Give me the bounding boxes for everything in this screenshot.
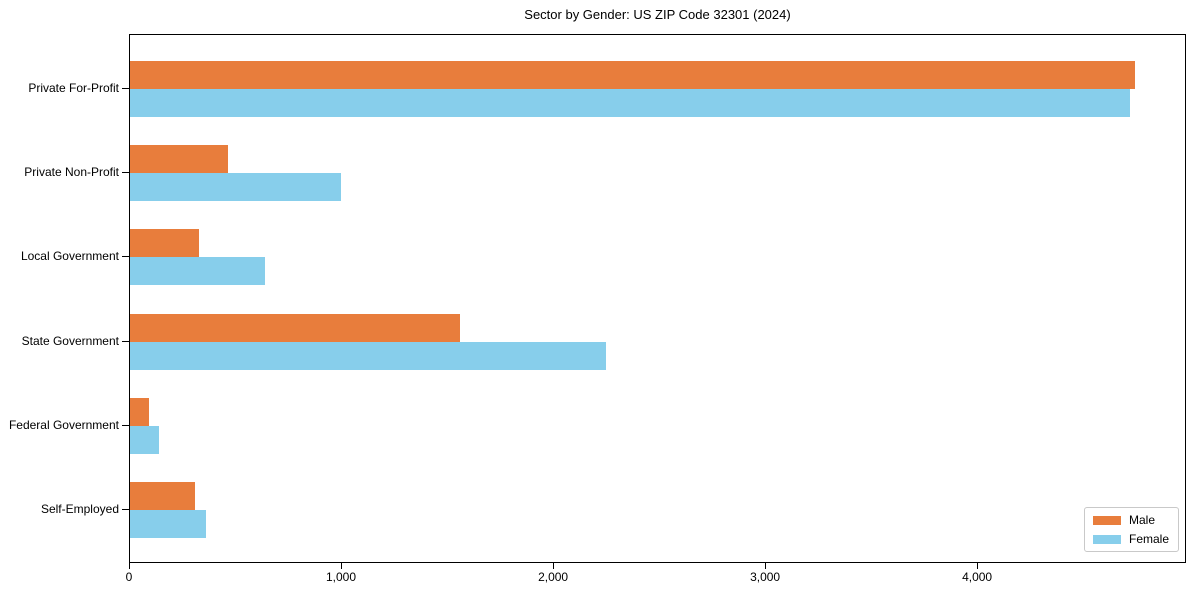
plot-area: Male Female <box>129 34 1186 563</box>
y-tick-self-employed <box>122 509 129 510</box>
bar-female-self-employed <box>130 510 207 538</box>
legend-entry-male: Male <box>1092 513 1169 527</box>
y-tick-local-government <box>122 256 129 258</box>
y-tick-label-private-non-profit: Private Non-Profit <box>24 165 119 180</box>
x-tick-label-2-000: 2,000 <box>538 570 569 584</box>
legend-swatch-male <box>1092 515 1121 525</box>
y-tick-label-private-for-profit: Private For-Profit <box>28 81 119 95</box>
bar-female-local-government <box>130 257 265 286</box>
y-tick-label-self-employed: Self-Employed <box>40 502 119 516</box>
x-tick-2-000 <box>553 563 555 569</box>
x-tick-label-4-000: 4,000 <box>962 570 993 584</box>
bar-male-private-for-profit <box>130 61 1136 89</box>
bar-female-private-for-profit <box>130 89 1130 117</box>
x-tick-label-0: 0 <box>125 570 133 584</box>
legend: Male Female <box>1083 507 1179 552</box>
bar-female-private-non-profit <box>130 173 341 202</box>
x-tick-4-000 <box>977 563 979 569</box>
bar-male-self-employed <box>130 482 195 510</box>
bar-male-local-government <box>130 229 199 258</box>
bar-female-federal-government <box>130 425 159 454</box>
y-tick-label-local-government: Local Government <box>20 249 119 264</box>
legend-swatch-female <box>1092 534 1121 544</box>
x-tick-0 <box>129 563 130 569</box>
chart-title: Sector by Gender: US ZIP Code 32301 (202… <box>524 7 791 22</box>
x-tick-label-1-000: 1,000 <box>325 570 357 584</box>
bar-male-state-government <box>130 313 460 342</box>
y-tick-state-government <box>122 340 129 342</box>
bar-male-private-non-profit <box>130 145 228 174</box>
y-tick-private-for-profit <box>122 88 129 89</box>
legend-label-male: Male <box>1128 513 1155 527</box>
legend-label-female: Female <box>1128 532 1169 546</box>
x-tick-3-000 <box>765 563 767 569</box>
y-tick-federal-government <box>122 424 129 426</box>
bar-male-federal-government <box>130 397 150 426</box>
legend-entry-female: Female <box>1092 532 1169 546</box>
y-tick-private-non-profit <box>122 172 129 174</box>
x-tick-label-3-000: 3,000 <box>750 570 781 584</box>
y-tick-label-state-government: State Government <box>21 333 119 348</box>
x-tick-1-000 <box>341 563 342 569</box>
bar-female-state-government <box>130 341 606 370</box>
y-tick-label-federal-government: Federal Government <box>8 417 119 432</box>
